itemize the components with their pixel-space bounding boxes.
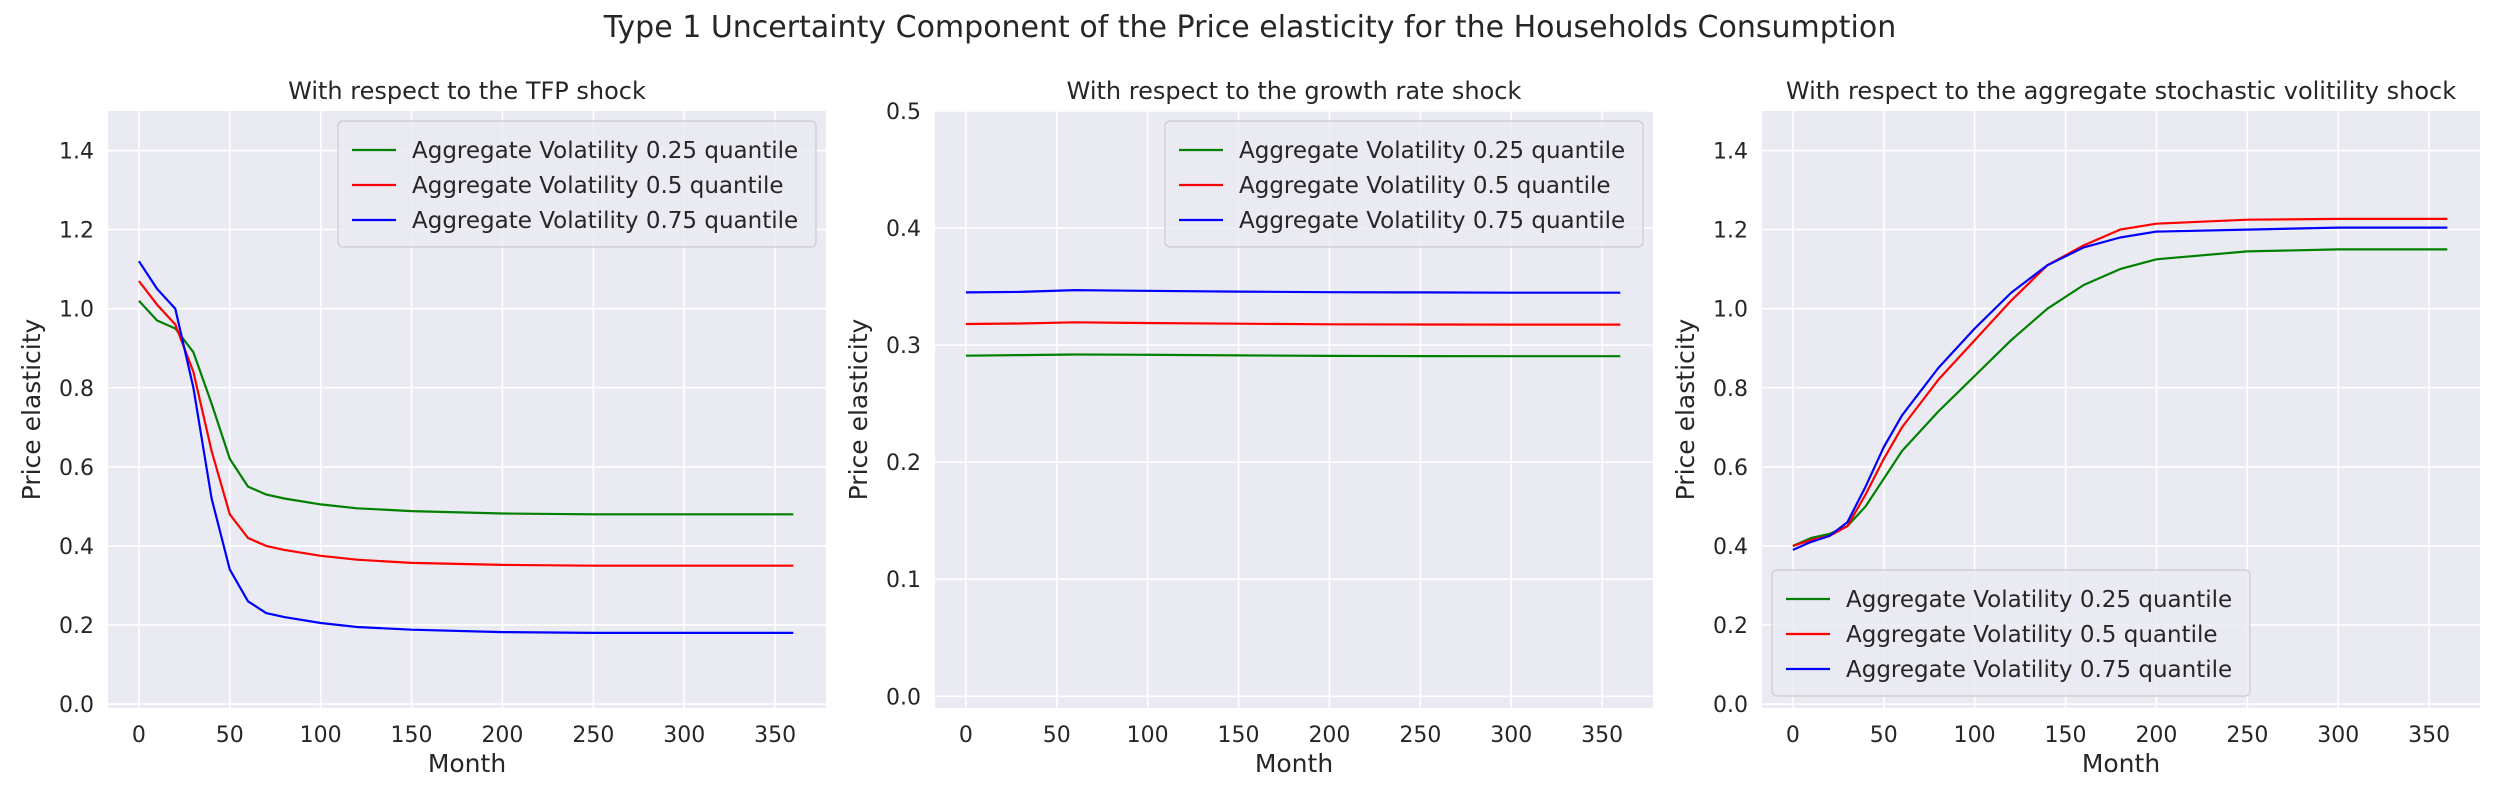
legend-label: Aggregate Volatility 0.5 quantile — [412, 173, 784, 199]
series-line-2 — [965, 321, 1621, 326]
series-line-3 — [137, 260, 794, 634]
series-line-2 — [1792, 217, 2448, 547]
x-axis-label: Month — [428, 749, 506, 778]
y-tick-label: 0.1 — [886, 568, 921, 593]
y-tick-label: 0.0 — [1713, 693, 1748, 718]
x-tick-label: 0 — [132, 723, 146, 748]
figure-suptitle: Type 1 Uncertainty Component of the Pric… — [603, 10, 1897, 45]
y-tick-label: 0.2 — [1713, 614, 1748, 639]
y-tick-label: 0.4 — [1713, 535, 1748, 560]
y-tick-label: 0.8 — [59, 377, 94, 402]
legend-label: Aggregate Volatility 0.25 quantile — [1239, 138, 1625, 164]
x-tick-label: 50 — [216, 723, 244, 748]
y-tick-label: 0.6 — [59, 456, 94, 481]
legend-box — [1164, 120, 1644, 248]
x-tick-label: 150 — [2045, 723, 2087, 748]
legend-box — [337, 120, 817, 248]
x-axis-label: Month — [2082, 749, 2160, 778]
y-axis-label: Price elasticity — [1671, 318, 1700, 500]
x-tick-label: 0 — [1786, 723, 1800, 748]
x-tick-label: 50 — [1043, 723, 1071, 748]
x-tick-label: 300 — [1490, 723, 1532, 748]
y-tick-label: 0.2 — [886, 451, 921, 476]
legend-label: Aggregate Volatility 0.25 quantile — [412, 138, 798, 164]
y-tick-label: 0.6 — [1713, 456, 1748, 481]
y-tick-label: 0.4 — [886, 217, 921, 242]
legend: Aggregate Volatility 0.25 quantile Aggreg… — [1164, 120, 1644, 248]
legend-label: Aggregate Volatility 0.25 quantile — [1846, 587, 2232, 613]
y-tick-label: 0.3 — [886, 334, 921, 359]
chart-panel-1: 0 50 100 150 200 250 300 350 0.0 0.2 0.4 0.6 0.8 1.0 1… — [17, 77, 826, 778]
x-tick-label: 150 — [391, 723, 433, 748]
x-tick-label: 200 — [1308, 723, 1350, 748]
x-tick-label: 100 — [300, 723, 342, 748]
x-tick-label: 300 — [663, 723, 705, 748]
x-tick-label: 100 — [1127, 723, 1169, 748]
legend-label: Aggregate Volatility 0.75 quantile — [412, 208, 798, 234]
chart-title: With respect to the TFP shock — [288, 77, 646, 105]
y-tick-label: 0.5 — [886, 100, 921, 125]
legend-box — [1771, 569, 2251, 697]
x-tick-label: 250 — [1399, 723, 1441, 748]
y-tick-label: 1.4 — [59, 140, 94, 165]
y-tick-label: 0.0 — [886, 685, 921, 710]
x-tick-label: 0 — [959, 723, 973, 748]
chart-panel-2: 0 50 100 150 200 250 300 350 0.0 0.1 0.2 0.3 0.4 0.5 W… — [844, 77, 1653, 778]
x-tick-label: 100 — [1954, 723, 1996, 748]
legend: Aggregate Volatility 0.25 quantile Aggreg… — [1771, 569, 2251, 697]
x-tick-label: 350 — [2408, 723, 2450, 748]
legend-label: Aggregate Volatility 0.5 quantile — [1846, 622, 2218, 648]
chart-title: With respect to the growth rate shock — [1067, 77, 1522, 105]
y-axis-label: Price elasticity — [17, 318, 46, 500]
series-line-3 — [965, 289, 1621, 294]
x-tick-label: 150 — [1218, 723, 1260, 748]
y-tick-label: 1.4 — [1713, 140, 1748, 165]
x-tick-label: 50 — [1870, 723, 1898, 748]
x-tick-label: 250 — [572, 723, 614, 748]
y-tick-label: 1.0 — [59, 298, 94, 323]
legend: Aggregate Volatility 0.25 quantile Aggreg… — [337, 120, 817, 248]
y-tick-label: 0.4 — [59, 535, 94, 560]
x-tick-label: 350 — [754, 723, 796, 748]
x-tick-label: 350 — [1581, 723, 1623, 748]
y-tick-label: 1.2 — [59, 219, 94, 244]
legend-label: Aggregate Volatility 0.75 quantile — [1846, 657, 2232, 683]
y-tick-label: 0.2 — [59, 614, 94, 639]
x-tick-label: 250 — [2226, 723, 2268, 748]
y-tick-label: 0.0 — [59, 693, 94, 718]
x-axis-label: Month — [1255, 749, 1333, 778]
x-tick-label: 200 — [481, 723, 523, 748]
y-tick-label: 1.2 — [1713, 219, 1748, 244]
legend-label: Aggregate Volatility 0.75 quantile — [1239, 208, 1625, 234]
y-tick-label: 0.8 — [1713, 377, 1748, 402]
chart-panel-3: 0 50 100 150 200 250 300 350 0.0 0.2 0.4 0.6 0.8 1.0 1… — [1671, 77, 2480, 778]
series-line-1 — [965, 353, 1621, 358]
x-tick-label: 300 — [2317, 723, 2359, 748]
legend-label: Aggregate Volatility 0.5 quantile — [1239, 173, 1611, 199]
y-tick-label: 1.0 — [1713, 298, 1748, 323]
series-line-3 — [1792, 226, 2448, 551]
chart-title: With respect to the aggregate stochastic… — [1786, 77, 2456, 105]
x-tick-label: 200 — [2135, 723, 2177, 748]
y-axis-label: Price elasticity — [844, 318, 873, 500]
series-line-1 — [138, 300, 794, 516]
